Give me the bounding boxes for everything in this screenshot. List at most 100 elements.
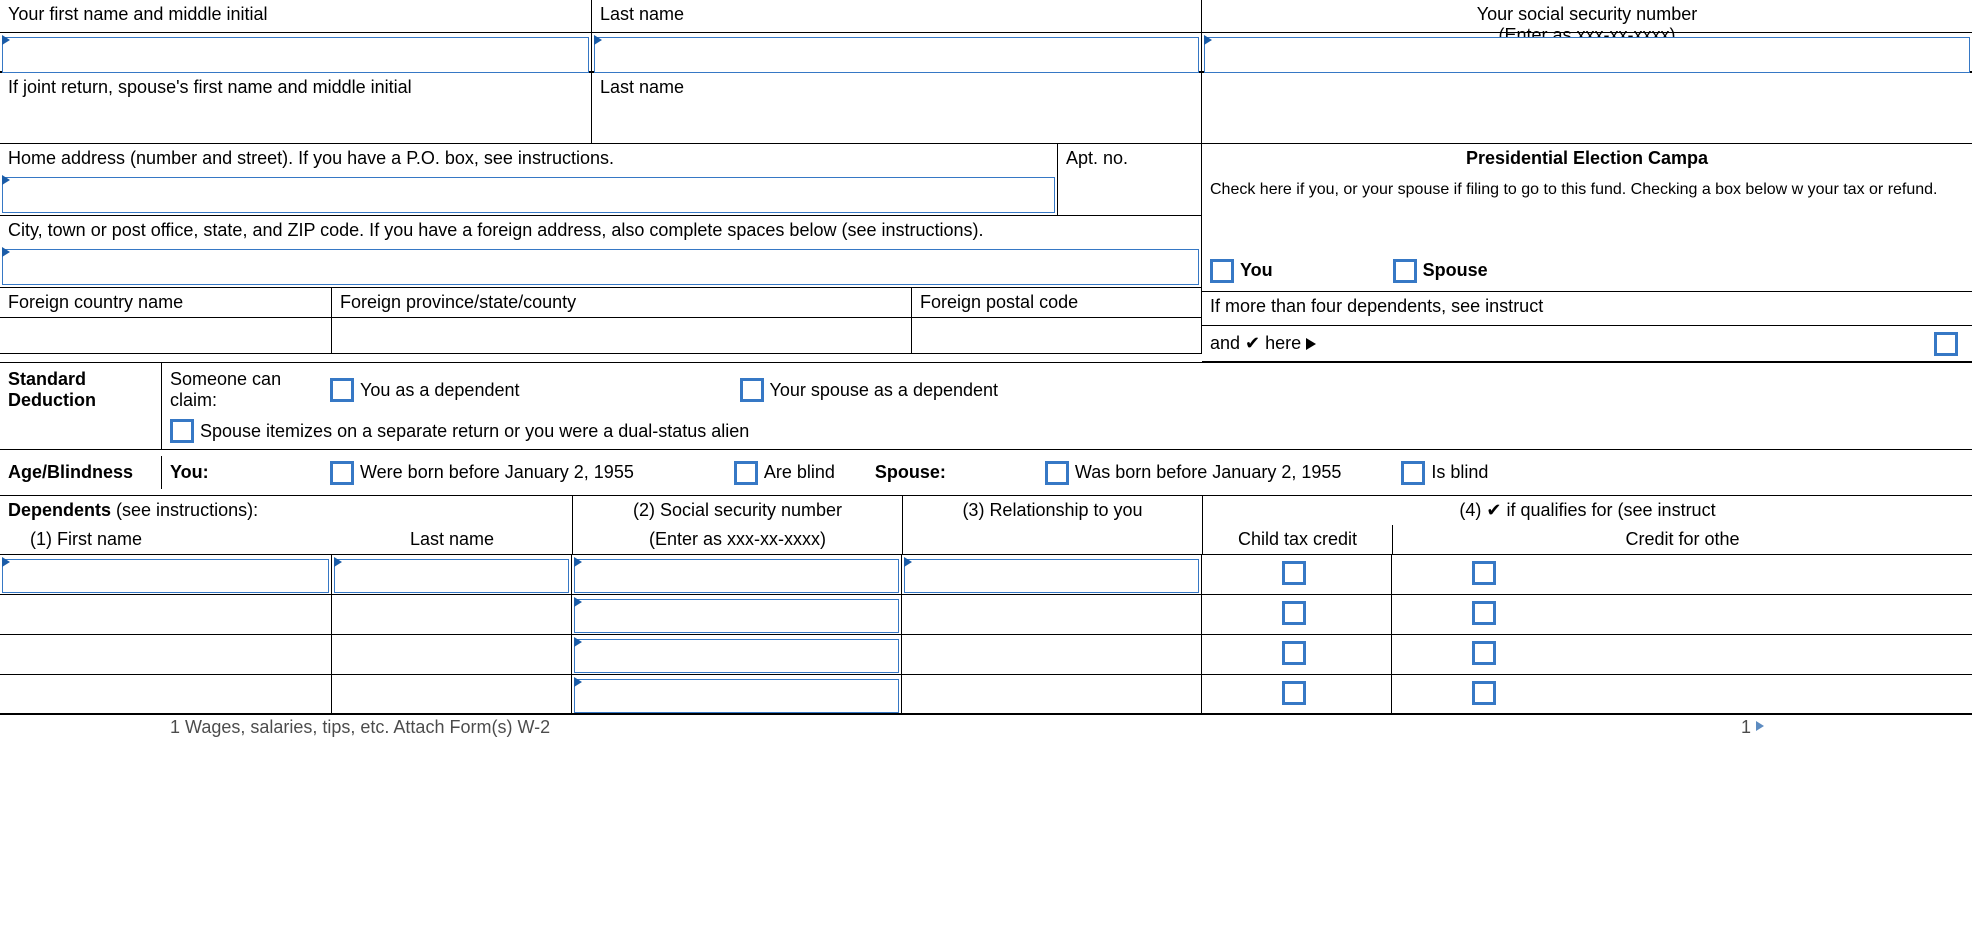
first-name-input[interactable]: [3, 38, 588, 72]
apt-label: Apt. no.: [1066, 148, 1128, 168]
std-deduction-label-cell: Standard Deduction: [0, 363, 162, 449]
dependent-row-2: [0, 595, 1972, 635]
dep3-other-checkbox[interactable]: [1472, 641, 1496, 665]
dep1-ctc-checkbox[interactable]: [1282, 561, 1306, 585]
address-input[interactable]: [3, 178, 1054, 212]
check-here-row: and ✔ here: [1202, 326, 1972, 362]
dep-col1b: Last name: [332, 525, 572, 554]
last-name-label: Last name: [600, 4, 684, 24]
someone-claim-label: Someone can claim:: [170, 369, 281, 410]
dep-col4-header: (4) ✔ if qualifies for (see instruct: [1202, 496, 1972, 525]
marker-icon: [1756, 721, 1764, 731]
address-input-row: [0, 173, 1202, 216]
dep3-ctc-checkbox[interactable]: [1282, 641, 1306, 665]
name-labels-row: Your first name and middle initial Last …: [0, 0, 1972, 33]
dep2-last-cell: [332, 595, 572, 634]
more-dep-cell: If more than four dependents, see instru…: [1202, 292, 1972, 326]
marker-icon: [574, 677, 582, 687]
dep3-last-cell: [332, 635, 572, 674]
pres-title-cell: Presidential Election Campa: [1202, 144, 1972, 174]
dep3-ssn-cell: [572, 635, 902, 674]
dep1-last-input[interactable]: [335, 560, 568, 592]
spouse-blind-checkbox[interactable]: [1401, 461, 1425, 485]
last-name-input[interactable]: [595, 38, 1198, 72]
dep1-first-input[interactable]: [3, 560, 328, 592]
foreign-country-label-cell: Foreign country name: [0, 288, 332, 317]
spouse-dependent-checkbox[interactable]: [740, 378, 764, 402]
you-checkbox[interactable]: [1210, 259, 1234, 283]
ssn-label-cell: Your social security number (Enter as xx…: [1202, 0, 1972, 32]
dep1-other-cell: [1392, 555, 1582, 594]
dep2-ctc-checkbox[interactable]: [1282, 601, 1306, 625]
last-name-label-cell: Last name: [592, 0, 1202, 32]
dep2-other-checkbox[interactable]: [1472, 601, 1496, 625]
dep3-ctc-cell: [1202, 635, 1392, 674]
spouse-born-checkbox[interactable]: [1045, 461, 1069, 485]
you-blind-checkbox[interactable]: [734, 461, 758, 485]
city-label-row: City, town or post office, state, and ZI…: [0, 216, 1202, 245]
pres-checkbox-row: You Spouse: [1202, 250, 1972, 292]
dep2-rel-cell: [902, 595, 1202, 634]
dep4-ssn-input[interactable]: [575, 680, 898, 712]
marker-icon: [1204, 35, 1212, 45]
dep4-ssn-cell: [572, 675, 902, 713]
dependents-subheader-row: (1) First name Last name (Enter as xxx-x…: [0, 525, 1972, 555]
dep4-other-cell: [1392, 675, 1582, 713]
you-dependent-checkbox[interactable]: [330, 378, 354, 402]
sd-row2: Spouse itemizes on a separate return or …: [162, 417, 1972, 449]
dep-col2-header: (2) Social security number: [572, 496, 902, 525]
dep3-ssn-input[interactable]: [575, 640, 898, 672]
you-section-label: You:: [170, 462, 330, 483]
marker-icon: [574, 557, 582, 567]
ssn-label: Your social security number: [1477, 4, 1697, 24]
spouse-first-label-cell: If joint return, spouse's first name and…: [0, 73, 592, 143]
check-here-text: and ✔ here: [1210, 333, 1316, 354]
you-dependent-label: You as a dependent: [360, 380, 520, 401]
dep1-rel-input[interactable]: [905, 560, 1198, 592]
std-deduction-content: Someone can claim: You as a dependent Yo…: [162, 363, 1972, 449]
credit-other-label: Credit for othe: [1625, 529, 1739, 549]
foreign-province-cell: [332, 318, 912, 353]
dep1-ssn-cell: [572, 555, 902, 594]
dep4-ctc-cell: [1202, 675, 1392, 713]
line1-label: 1 Wages, salaries, tips, etc. Attach For…: [170, 717, 550, 738]
dep-col1a: (1) First name: [0, 525, 332, 554]
dep-col1-header: Dependents (see instructions):: [0, 496, 572, 525]
dependents-header-row: Dependents (see instructions): (2) Socia…: [0, 496, 1972, 525]
first-name-label-cell: Your first name and middle initial: [0, 0, 592, 32]
address-block: Home address (number and street). If you…: [0, 144, 1972, 362]
foreign-postal-label: Foreign postal code: [920, 292, 1078, 312]
pres-title: Presidential Election Campa: [1466, 148, 1708, 168]
city-label: City, town or post office, state, and ZI…: [8, 220, 984, 240]
address-input-cell: [0, 173, 1058, 215]
city-input-wrapper: [2, 249, 1199, 285]
apt-label-cell: Apt. no.: [1058, 144, 1202, 173]
dep-col3b: [902, 525, 1202, 554]
line1-row: 1 Wages, salaries, tips, etc. Attach For…: [0, 715, 1972, 740]
first-name-input-cell: [0, 33, 592, 71]
spouse-ssn-cell: [1202, 73, 1972, 143]
marker-icon: [594, 35, 602, 45]
dep4-other-checkbox[interactable]: [1472, 681, 1496, 705]
dep1-ctc-cell: [1202, 555, 1392, 594]
more-dep-checkbox[interactable]: [1934, 332, 1958, 356]
std-deduction-label: Standard Deduction: [8, 369, 96, 410]
city-input[interactable]: [3, 250, 1198, 284]
you-blind-label: Are blind: [764, 462, 835, 483]
presidential-block: Presidential Election Campa Check here i…: [1202, 144, 1972, 362]
you-born-label: Were born before January 2, 1955: [360, 462, 634, 483]
you-born-checkbox[interactable]: [330, 461, 354, 485]
spouse-checkbox[interactable]: [1393, 259, 1417, 283]
foreign-country-label: Foreign country name: [8, 292, 183, 312]
dep1-ssn-input[interactable]: [575, 560, 898, 592]
dep4-ctc-checkbox[interactable]: [1282, 681, 1306, 705]
last-name-input-cell: [592, 33, 1202, 71]
age-blindness-row: Age/Blindness You: Were born before Janu…: [0, 450, 1972, 496]
age-blindness-content: You: Were born before January 2, 1955 Ar…: [162, 461, 1972, 485]
dep2-ssn-input[interactable]: [575, 600, 898, 632]
dep1-other-checkbox[interactable]: [1472, 561, 1496, 585]
dep2-ssn-cell: [572, 595, 902, 634]
spouse-itemizes-checkbox[interactable]: [170, 419, 194, 443]
marker-icon: [574, 637, 582, 647]
ssn-input[interactable]: [1205, 38, 1969, 72]
